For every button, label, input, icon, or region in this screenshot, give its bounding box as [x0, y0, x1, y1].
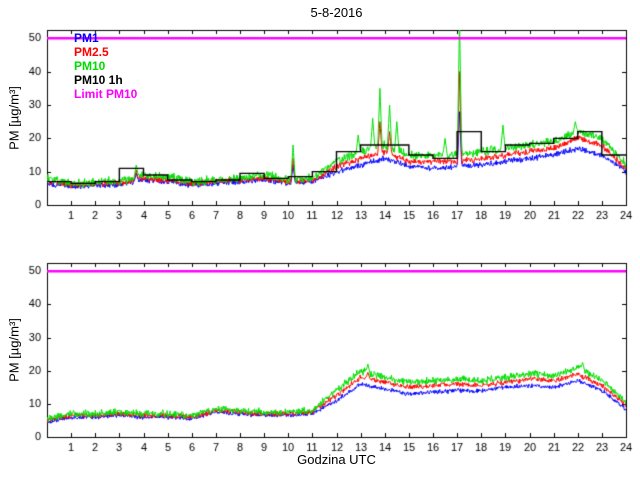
y-axis-label-bottom: PM [µg/m³]: [6, 318, 22, 382]
legend-item-pm10-1h: PM10 1h: [74, 73, 123, 87]
x-axis-label: Godzina UTC: [297, 452, 376, 467]
chart-title: 5-8-2016: [310, 5, 363, 20]
legend-item-pm1: PM1: [74, 31, 99, 45]
legend-item-pm2-5: PM2.5: [74, 45, 109, 59]
legend-item-pm10: PM10: [74, 59, 106, 73]
legend: PM1 PM2.5 PM10 PM10 1h Limit PM10: [74, 31, 137, 101]
legend-item-limit-pm10: Limit PM10: [74, 87, 138, 101]
y-axis-label-top: PM [µg/m³]: [6, 86, 22, 150]
